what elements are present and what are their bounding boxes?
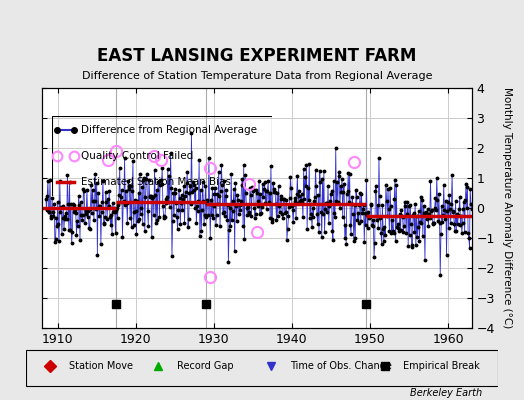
Text: Berkeley Earth: Berkeley Earth — [410, 388, 482, 398]
Text: Difference from Regional Average: Difference from Regional Average — [81, 125, 257, 135]
Text: EAST LANSING EXPERIMENT FARM: EAST LANSING EXPERIMENT FARM — [97, 47, 417, 65]
Text: Quality Control Failed: Quality Control Failed — [81, 151, 193, 161]
Text: Station Move: Station Move — [69, 361, 133, 371]
Text: Difference of Station Temperature Data from Regional Average: Difference of Station Temperature Data f… — [82, 71, 432, 81]
Text: Empirical Break: Empirical Break — [403, 361, 480, 371]
Text: Time of Obs. Change: Time of Obs. Change — [290, 361, 392, 371]
Text: Record Gap: Record Gap — [177, 361, 234, 371]
Text: Estimated Station Mean Bias: Estimated Station Mean Bias — [81, 177, 231, 186]
Y-axis label: Monthly Temperature Anomaly Difference (°C): Monthly Temperature Anomaly Difference (… — [501, 87, 511, 329]
